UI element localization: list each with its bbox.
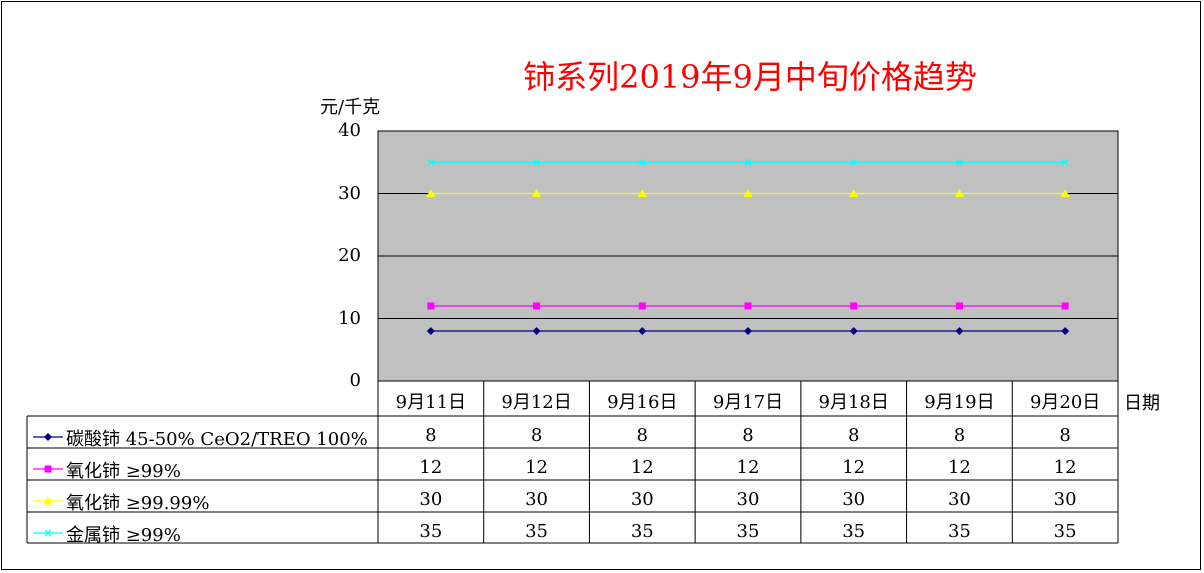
y-tick-label: 10: [338, 307, 361, 329]
data-point: [426, 327, 435, 335]
x-tick-label: 9月20日: [1029, 392, 1101, 413]
table-value: 12: [947, 457, 971, 478]
table-value: 8: [953, 425, 966, 446]
x-axis-label: 日期: [1124, 393, 1160, 414]
table-value: 12: [1053, 457, 1077, 478]
data-point: [955, 158, 963, 166]
y-tick-label: 0: [349, 370, 361, 391]
data-point: [426, 189, 436, 197]
table-value: 12: [736, 457, 760, 478]
table-value: 30: [419, 489, 443, 510]
data-point: [744, 327, 752, 335]
data-point: [849, 327, 858, 335]
chart-title: 铈系列2019年9月中旬价格趋势: [523, 58, 977, 96]
data-table-grid: [26, 380, 1119, 544]
table-value: 12: [842, 457, 866, 478]
data-point: [638, 327, 647, 335]
table-value: 30: [947, 489, 971, 510]
data-point: [955, 302, 963, 310]
table-value: 35: [947, 521, 971, 542]
legend-label: 金属铈 ≥99%: [66, 525, 181, 546]
table-value: 35: [736, 521, 760, 542]
series-group: [426, 158, 1070, 335]
data-point: [533, 302, 541, 310]
series-2: [427, 302, 1069, 310]
data-point: [1061, 327, 1070, 335]
data-point: [954, 189, 964, 197]
table-value: 35: [419, 521, 443, 542]
table-value: 30: [630, 489, 654, 510]
data-point: [532, 189, 542, 197]
table-value: 30: [525, 489, 548, 510]
data-point: [533, 158, 541, 166]
x-tick-label: 9月19日: [924, 392, 995, 413]
table-value: 12: [630, 457, 654, 478]
table-value: 30: [1053, 489, 1077, 510]
data-point: [1061, 302, 1069, 310]
table-value: 8: [425, 425, 437, 446]
data-point: [44, 529, 52, 537]
data-point: [955, 327, 964, 335]
data-point: [637, 189, 647, 197]
y-tick-label: 20: [338, 245, 361, 266]
table-value: 35: [842, 521, 866, 542]
table-value: 8: [1059, 425, 1071, 446]
table-value: 8: [742, 425, 754, 446]
legend-label: 碳酸铈 45-50% CeO2/TREO 100%: [66, 429, 368, 450]
data-point: [850, 302, 858, 310]
x-tick-label: 9月11日: [395, 392, 467, 413]
table-value: 35: [525, 521, 548, 542]
data-point: [427, 158, 435, 166]
data-point: [43, 496, 53, 505]
data-point: [44, 465, 52, 473]
table-value: 35: [1053, 521, 1077, 542]
table-value: 30: [736, 489, 760, 510]
legend-label: 氧化铈 ≥99.99%: [66, 493, 210, 514]
data-point: [744, 158, 752, 166]
y-tick-label: 40: [338, 120, 361, 141]
table-value: 12: [525, 457, 548, 478]
legend-key: [33, 433, 63, 441]
data-point: [1060, 189, 1070, 197]
table-value: 30: [842, 489, 866, 510]
data-point: [427, 302, 435, 310]
legend-key: [33, 465, 63, 473]
data-point: [1061, 158, 1069, 166]
table-value: 35: [630, 521, 654, 542]
data-point: [744, 302, 752, 310]
data-point: [849, 189, 859, 197]
data-point: [743, 189, 753, 197]
legend-key: [33, 496, 63, 505]
x-tick-label: 9月18日: [818, 392, 889, 413]
data-point: [532, 327, 541, 335]
table-value: 12: [419, 457, 443, 478]
x-tick-label: 9月12日: [501, 392, 572, 413]
table-value: 8: [636, 425, 648, 446]
data-point: [638, 158, 646, 166]
series-1: [426, 327, 1070, 335]
y-axis-label: 元/千克: [320, 97, 381, 118]
series-4: [427, 158, 1069, 166]
data-point: [850, 158, 858, 166]
legend-label: 氧化铈 ≥99%: [66, 461, 181, 482]
legend-key: [33, 529, 63, 537]
data-point: [638, 302, 646, 310]
x-tick-label: 9月17日: [712, 392, 784, 413]
table-value: 8: [530, 425, 543, 446]
table-value: 8: [847, 425, 860, 446]
series-3: [426, 189, 1070, 197]
data-point: [44, 433, 52, 441]
y-tick-label: 30: [338, 182, 361, 204]
x-tick-label: 9月16日: [607, 392, 678, 413]
